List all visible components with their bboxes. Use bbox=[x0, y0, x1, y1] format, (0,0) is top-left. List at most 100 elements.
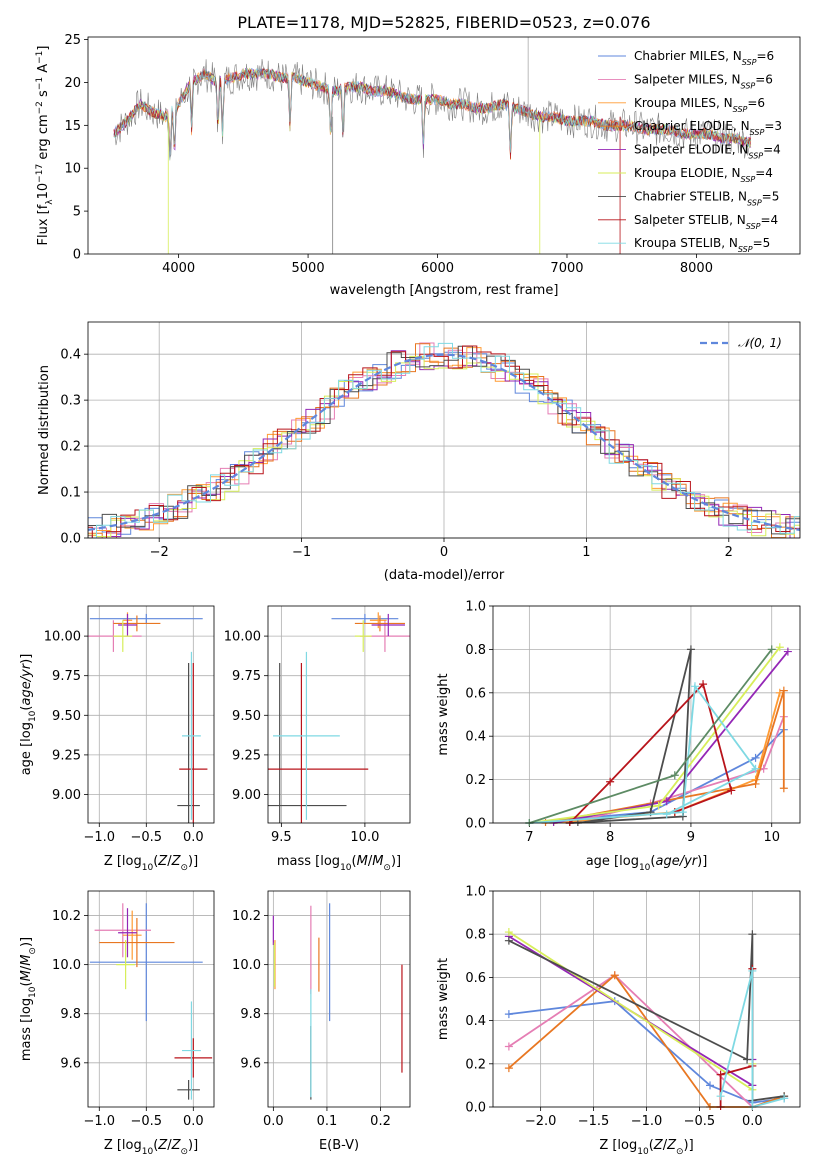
y-tick-label: 1.0 bbox=[465, 600, 486, 615]
age-vs-mass-panel-xlabel: mass [log10(M/M⊙)] bbox=[277, 854, 401, 873]
y-tick-label: 10.0 bbox=[52, 958, 81, 973]
y-tick-label: 9.25 bbox=[52, 748, 81, 763]
residual-histograms bbox=[88, 342, 800, 538]
weight-vs-Z-panel-xlabel: Z [log10(Z/Z⊙)] bbox=[599, 1138, 693, 1157]
weight-marker bbox=[686, 645, 695, 654]
weight-marker bbox=[654, 801, 663, 810]
spectrum-lines bbox=[113, 37, 752, 254]
y-tick-label: 0.6 bbox=[465, 686, 486, 701]
weight-marker bbox=[504, 936, 513, 945]
legend-label: Chabrier MILES, NSSP=6 bbox=[634, 49, 774, 67]
weight-marker bbox=[606, 777, 615, 786]
y-tick-label: 0.2 bbox=[465, 773, 486, 788]
weight-vs-age-panel-ylabel: mass weight bbox=[436, 673, 451, 755]
weight-marker bbox=[743, 1055, 752, 1064]
weight-marker bbox=[748, 930, 757, 939]
x-tick-label: −0.5 bbox=[684, 1114, 716, 1129]
x-tick-label: −2 bbox=[150, 545, 169, 560]
residuals-ylabel: Normed distribution bbox=[37, 365, 52, 495]
y-tick-label: 10 bbox=[64, 162, 81, 177]
age-vs-mass-panel: 9.5 10.0 9.00 9.25 9.50 9.75 10.00 mass [log10(… bbox=[224, 605, 411, 873]
x-tick-label: 8 bbox=[606, 830, 614, 845]
axes-frame bbox=[492, 605, 801, 824]
y-tick-label: 5 bbox=[73, 205, 81, 220]
y-tick-label: 0.0 bbox=[465, 817, 486, 832]
x-tick-label: −1 bbox=[292, 545, 311, 560]
weight-marker bbox=[767, 645, 776, 654]
axes-frame bbox=[87, 36, 801, 255]
errorbars bbox=[272, 903, 403, 1100]
x-tick-label: 8000 bbox=[680, 261, 713, 276]
axes-frame bbox=[492, 890, 801, 1108]
residuals-panel: −2 −1 0 1 2 0.0 0.1 0.2 0.3 0.4 (data-model)/error… bbox=[37, 321, 801, 583]
weight-marker bbox=[783, 647, 792, 656]
normal-curve bbox=[88, 353, 800, 531]
x-tick-label: 0.0 bbox=[263, 1114, 284, 1129]
weight-marker bbox=[504, 1010, 513, 1019]
mass-vs-ebv-panel: 0.0 0.1 0.2 9.6 9.8 10.0 10.2 E(B-V) bbox=[232, 890, 411, 1153]
residual-histogram bbox=[88, 342, 800, 538]
weight-series bbox=[553, 651, 789, 824]
y-tick-label: 10.2 bbox=[232, 909, 261, 924]
spectrum-panel: 4000 5000 6000 7000 8000 0 5 10 15 20 25 PLATE=1178… bbox=[35, 13, 801, 298]
legend-label: Kroupa ELODIE, NSSP=4 bbox=[634, 166, 773, 184]
y-tick-label: 0.0 bbox=[465, 1101, 486, 1116]
weight-marker bbox=[751, 779, 760, 788]
x-tick-label: 0.0 bbox=[183, 1114, 204, 1129]
axes-frame bbox=[267, 890, 411, 1108]
weight-marker bbox=[716, 1070, 725, 1079]
y-tick-label: 9.25 bbox=[232, 748, 261, 763]
errorbars bbox=[89, 903, 213, 1100]
weight-lines bbox=[525, 643, 792, 826]
legend-label: Kroupa STELIB, NSSP=5 bbox=[634, 236, 770, 254]
weight-vs-age-panel-xlabel: age [log10(age/yr)] bbox=[586, 854, 708, 873]
y-tick-label: 0.4 bbox=[465, 1014, 486, 1029]
y-tick-label: 0.1 bbox=[60, 486, 81, 501]
weight-vs-Z-panel: −2.0 −1.5 −1.0 −0.5 0.0 0.0 0.2 0.4 0.6 0.8 1.0 mas… bbox=[436, 885, 801, 1157]
x-tick-label: 4000 bbox=[162, 261, 195, 276]
x-tick-label: −1.0 bbox=[83, 1114, 115, 1129]
weight-marker bbox=[699, 680, 708, 689]
y-tick-label: 0.2 bbox=[60, 440, 81, 455]
y-tick-label: 9.75 bbox=[52, 669, 81, 684]
y-tick-label: 9.8 bbox=[60, 1007, 81, 1022]
x-tick-label: 1 bbox=[582, 545, 590, 560]
mass-vs-Z-panel-ylabel: mass [log10(M/M⊙)] bbox=[19, 937, 38, 1061]
legend-label: Salpeter ELODIE, NSSP=4 bbox=[634, 143, 781, 161]
y-tick-label: 9.6 bbox=[60, 1056, 81, 1071]
weight-marker bbox=[779, 784, 788, 793]
weight-marker bbox=[716, 1092, 725, 1101]
y-tick-label: 0.4 bbox=[465, 730, 486, 745]
weight-marker bbox=[504, 928, 513, 937]
weight-marker bbox=[670, 771, 679, 780]
spectrum-title: PLATE=1178, MJD=52825, FIBERID=0523, z=0… bbox=[237, 13, 650, 32]
legend-label: Chabrier STELIB, NSSP=5 bbox=[634, 189, 779, 207]
y-tick-label: 1.0 bbox=[465, 885, 486, 900]
weight-marker bbox=[504, 1042, 513, 1051]
legend-label: Salpeter MILES, NSSP=6 bbox=[634, 72, 773, 90]
y-tick-label: 9.6 bbox=[240, 1056, 261, 1071]
y-tick-label: 9.50 bbox=[232, 709, 261, 724]
x-tick-label: −1.5 bbox=[578, 1114, 610, 1129]
x-tick-label: −1.0 bbox=[631, 1114, 663, 1129]
x-tick-label: 0.0 bbox=[183, 830, 204, 845]
weight-series bbox=[529, 729, 785, 824]
x-tick-label: −1.0 bbox=[83, 830, 115, 845]
x-tick-label: 0.1 bbox=[317, 1114, 338, 1129]
weight-marker bbox=[610, 971, 619, 980]
y-tick-label: 0 bbox=[73, 248, 81, 263]
x-tick-label: −0.5 bbox=[131, 1114, 163, 1129]
legend-label: Salpeter STELIB, NSSP=4 bbox=[634, 213, 778, 231]
model-spectrum bbox=[113, 67, 751, 161]
weight-marker bbox=[727, 786, 736, 795]
errorbars bbox=[268, 612, 410, 823]
weight-marker bbox=[751, 764, 760, 773]
y-tick-label: 25 bbox=[64, 33, 81, 48]
y-tick-label: 15 bbox=[64, 119, 81, 134]
x-tick-label: 7000 bbox=[550, 261, 583, 276]
weight-marker bbox=[751, 753, 760, 762]
y-tick-label: 9.75 bbox=[232, 669, 261, 684]
residual-histogram bbox=[88, 345, 800, 538]
axes-frame bbox=[87, 321, 801, 539]
